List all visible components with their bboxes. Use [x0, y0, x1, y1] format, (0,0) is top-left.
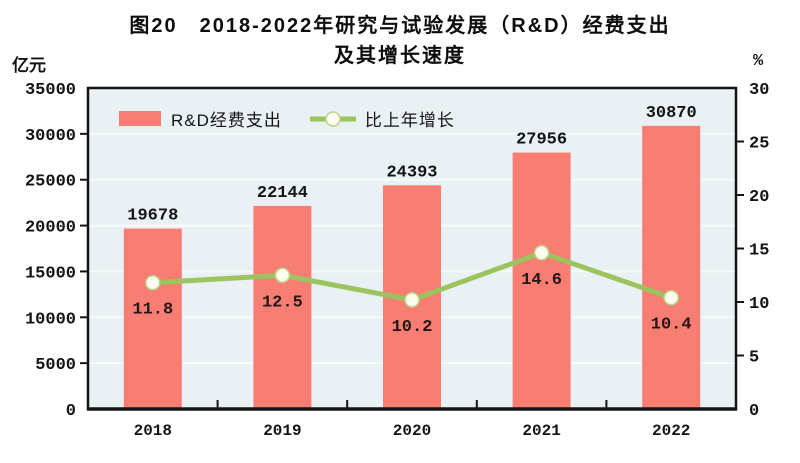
chart-title: 图20 2018-2022年研究与试验发展（R&D）经费支出 及其增长速度	[0, 11, 800, 71]
bar-value-label-2022: 30870	[646, 104, 697, 123]
x-category-label-2021: 2021	[522, 422, 560, 440]
left-tick-label-30000: 30000	[25, 127, 76, 146]
bar-2022	[642, 125, 701, 410]
right-tick-label-20: 20	[749, 188, 769, 207]
growth-value-label-2022: 10.4	[651, 316, 692, 335]
left-tick-label-10000: 10000	[25, 310, 76, 329]
right-tick-label-10: 10	[749, 295, 769, 314]
chart-title-line1: 图20 2018-2022年研究与试验发展（R&D）经费支出	[129, 15, 671, 37]
growth-marker-2018	[145, 274, 161, 291]
bar-value-label-2020: 24393	[386, 163, 437, 182]
legend-item-bar-series: R&D经费支出	[119, 106, 282, 131]
legend-item-line-series: 比上年增长	[309, 106, 455, 131]
left-tick-label-15000: 15000	[25, 264, 76, 283]
bar-2021	[512, 152, 571, 409]
bar-value-label-2018: 19678	[127, 207, 178, 226]
bar-series-swatch-icon	[119, 111, 161, 126]
left-axis-unit-label: 亿元	[12, 56, 46, 75]
left-tick-label-35000: 35000	[25, 81, 76, 100]
line-series-marker-icon	[309, 110, 356, 127]
x-category-label-2019: 2019	[263, 422, 301, 440]
right-tick-label-25: 25	[749, 135, 769, 154]
growth-value-label-2020: 10.2	[392, 318, 433, 337]
bar-value-label-2019: 22144	[257, 184, 308, 203]
growth-marker-2022	[663, 289, 679, 306]
bar-2018	[123, 228, 182, 409]
growth-value-label-2019: 12.5	[262, 293, 303, 312]
right-tick-label-5: 5	[749, 349, 759, 368]
growth-value-label-2021: 14.6	[521, 271, 562, 290]
left-tick-label-20000: 20000	[25, 219, 76, 238]
growth-marker-2020	[404, 292, 420, 308]
left-tick-label-25000: 25000	[25, 173, 76, 192]
left-tick-label-0: 0	[66, 402, 76, 421]
bar-value-label-2021: 27956	[516, 131, 567, 150]
growth-marker-2021	[533, 245, 550, 261]
growth-marker-2019	[274, 267, 291, 283]
bar-2019	[253, 205, 312, 409]
right-tick-label-0: 0	[749, 402, 759, 421]
left-tick-label-5000: 5000	[35, 356, 76, 375]
chart-title-line2: 及其增长速度	[334, 45, 466, 67]
chart-legend: R&D经费支出 比上年增长	[119, 106, 455, 131]
right-tick-label-30: 30	[749, 81, 769, 100]
right-axis-unit-label: %	[753, 52, 764, 71]
legend-label-line-series: 比上年增长	[364, 111, 455, 130]
legend-label-bar-series: R&D经费支出	[171, 111, 282, 130]
x-category-label-2018: 2018	[134, 422, 172, 440]
growth-value-label-2018: 11.8	[132, 301, 173, 320]
x-category-label-2020: 2020	[393, 422, 431, 440]
right-tick-label-15: 15	[749, 242, 769, 261]
x-category-label-2022: 2022	[652, 422, 690, 440]
